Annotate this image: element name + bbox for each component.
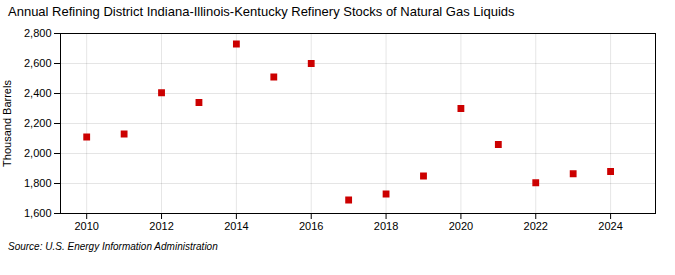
svg-text:2022: 2022 xyxy=(524,220,548,232)
svg-text:2,600: 2,600 xyxy=(24,57,52,69)
html-text:Annual Refining District India: Annual Refining District Indiana-Illinoi… xyxy=(8,4,515,19)
svg-text:2016: 2016 xyxy=(299,220,323,232)
svg-text:2,000: 2,000 xyxy=(24,147,52,159)
html-text:Source: U.S. Energy Informatio: Source: U.S. Energy Information Administ… xyxy=(8,241,218,252)
svg-text:2020: 2020 xyxy=(449,220,473,232)
svg-text:2024: 2024 xyxy=(598,220,622,232)
svg-text:2,200: 2,200 xyxy=(24,117,52,129)
svg-text:2012: 2012 xyxy=(149,220,173,232)
svg-text:2018: 2018 xyxy=(374,220,398,232)
svg-text:2010: 2010 xyxy=(74,220,98,232)
svg-text:1,800: 1,800 xyxy=(24,177,52,189)
svg-text:Thousand Barrels: Thousand Barrels xyxy=(1,80,13,167)
svg-text:2,800: 2,800 xyxy=(24,27,52,39)
svg-text:2,400: 2,400 xyxy=(24,87,52,99)
svg-text:1,600: 1,600 xyxy=(24,207,52,219)
svg-text:2014: 2014 xyxy=(224,220,248,232)
